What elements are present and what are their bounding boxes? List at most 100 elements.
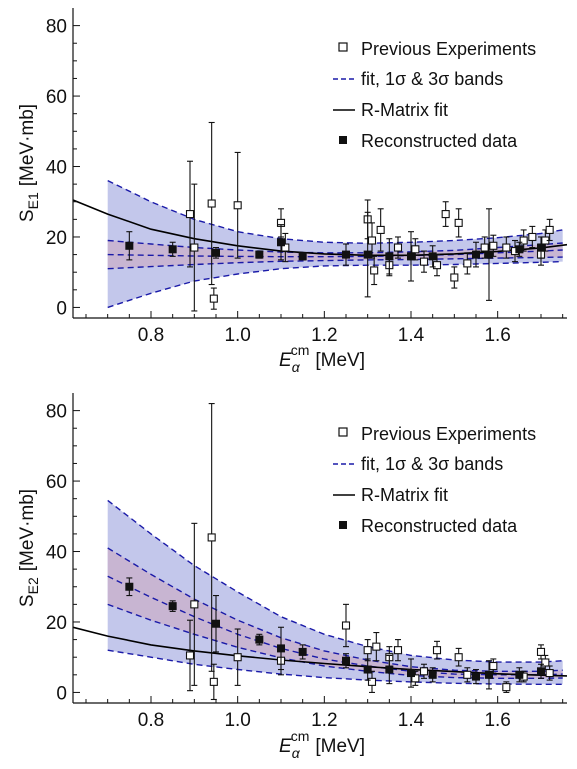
- y-tick-label: 80: [46, 402, 67, 423]
- reconstructed-data-point: [277, 224, 285, 261]
- reconstructed-data-point: [363, 211, 372, 298]
- x-tick-label: 0.8: [138, 325, 164, 346]
- previous-experiment-point: [209, 287, 218, 310]
- legend-previous-label: Previous Experiments: [361, 424, 536, 444]
- previous-experiment-point: [502, 681, 511, 693]
- reconstructed-data-point: [168, 600, 177, 612]
- previous-experiment-point: [441, 201, 450, 227]
- reconstructed-data-point: [485, 208, 493, 301]
- reconstructed-data-point: [212, 595, 220, 653]
- axes: 0.8 1.0 1.2 1.4 1.6 0 20 40 60 80: [46, 8, 567, 346]
- legend-rmatrix-label: R-Matrix fit: [361, 485, 448, 505]
- previous-experiment-point: [450, 266, 459, 289]
- reconstructed-data-point: [298, 644, 307, 660]
- reconstructed-data-point: [255, 250, 264, 259]
- x-tick-label: 1.4: [398, 325, 425, 346]
- reconstructed-data-point: [277, 626, 285, 671]
- previous-experiment-point: [480, 236, 489, 259]
- reconstructed-data-point: [125, 231, 134, 261]
- reconstructed-data-point: [168, 241, 177, 257]
- data-points: [125, 121, 554, 312]
- previous-experiment-point: [545, 218, 554, 242]
- previous-experiment-point: [545, 665, 554, 681]
- reconstructed-data-point: [125, 577, 134, 597]
- reconstructed-data-point: [255, 633, 264, 646]
- y-tick-label: 40: [46, 543, 67, 564]
- y-tick-label: 80: [46, 17, 67, 38]
- band-3sigma-lower-edge: [107, 649, 563, 685]
- x-tick-label: 1.0: [224, 325, 250, 346]
- legend-fit-label: fit, 1σ & 3σ bands: [361, 454, 503, 474]
- legend-fit-label: fit, 1σ & 3σ bands: [361, 69, 503, 89]
- y-tick-label: 60: [46, 87, 67, 108]
- previous-experiment-point: [411, 670, 420, 686]
- previous-experiment-point: [233, 151, 242, 259]
- reconstructed-data-point: [472, 668, 480, 685]
- y-tick-label: 60: [46, 472, 67, 493]
- reconstructed-data-point: [428, 245, 437, 268]
- reconstructed-data-point: [298, 252, 307, 261]
- x-tick-label: 1.4: [398, 710, 425, 731]
- previous-experiment-point: [190, 183, 199, 312]
- previous-experiment-point: [432, 640, 442, 660]
- legend-reconstructed-label: Reconstructed data: [361, 131, 518, 151]
- reconstructed-data-point: [485, 660, 493, 690]
- previous-experiment-point: [463, 667, 472, 683]
- reconstructed-data-point: [537, 236, 545, 259]
- previous-experiment-point: [454, 647, 463, 667]
- y-axis-label: SE2[MeV·mb]: [17, 489, 41, 607]
- y-axis-label: SE1[MeV·mb]: [17, 104, 41, 222]
- reconstructed-data-point: [428, 667, 437, 683]
- x-tick-label: 1.6: [484, 710, 510, 731]
- chart-panel-se2: 0.8 1.0 1.2 1.4 1.6 0 20 40 60 80 SE2[MeV·mb] Eαc…: [17, 393, 567, 761]
- reconstructed-data-point: [407, 658, 415, 688]
- reconstructed-data-point: [342, 243, 350, 266]
- previous-experiment-point: [536, 644, 546, 660]
- previous-experiment-point: [502, 236, 511, 259]
- r-matrix-fit-line: [73, 199, 567, 257]
- data-points: [125, 403, 554, 701]
- previous-experiment-point: [281, 232, 290, 263]
- previous-experiment-point: [185, 160, 195, 268]
- reconstructed-data-point: [472, 241, 480, 268]
- previous-experiment-point: [207, 121, 216, 286]
- previous-experiment-point: [233, 628, 242, 686]
- y-tick-label: 0: [56, 298, 67, 319]
- previous-experiment-point: [454, 208, 463, 238]
- band-1sigma: [107, 548, 563, 679]
- legend-reconstructed-marker: [339, 136, 347, 144]
- chart-panel-se1: 0.8 1.0 1.2 1.4 1.6 0 20 40 60 80 SE1[MeV·mb] Eαc…: [17, 8, 567, 375]
- legend-rmatrix-label: R-Matrix fit: [361, 100, 448, 120]
- x-tick-label: 1.6: [484, 325, 510, 346]
- legend-previous-marker: [338, 427, 348, 437]
- y-tick-label: 20: [46, 228, 67, 249]
- reconstructed-data-point: [515, 241, 524, 257]
- x-tick-label: 1.2: [311, 710, 337, 731]
- r-matrix-fit-line: [73, 626, 567, 677]
- y-tick-label: 40: [46, 158, 67, 179]
- previous-experiment-point: [393, 639, 403, 662]
- previous-experiment-point: [419, 663, 429, 679]
- band-1sigma-lower-edge: [107, 603, 563, 679]
- legend: Previous Experiments fit, 1σ & 3σ bands …: [333, 39, 536, 151]
- reconstructed-data-point: [385, 654, 394, 685]
- r-matrix-curve: [73, 199, 567, 257]
- x-tick-label: 1.0: [224, 710, 250, 731]
- reconstructed-data-point: [537, 663, 545, 679]
- previous-experiment-point: [185, 619, 195, 692]
- y-tick-label: 0: [56, 683, 67, 704]
- reconstructed-data-point: [385, 238, 394, 275]
- previous-experiment-point: [372, 631, 381, 662]
- legend-reconstructed-marker: [339, 521, 347, 529]
- legend-previous-marker: [338, 42, 348, 52]
- x-tick-label: 0.8: [138, 710, 164, 731]
- legend: Previous Experiments fit, 1σ & 3σ bands …: [333, 424, 536, 536]
- x-axis-label: Eαcm [MeV]: [279, 342, 365, 375]
- r-matrix-curve: [73, 626, 567, 677]
- previous-experiment-point: [393, 236, 403, 259]
- x-tick-label: 1.2: [311, 325, 337, 346]
- previous-experiment-point: [370, 255, 379, 286]
- legend-reconstructed-label: Reconstructed data: [361, 516, 518, 536]
- previous-experiment-point: [519, 229, 528, 252]
